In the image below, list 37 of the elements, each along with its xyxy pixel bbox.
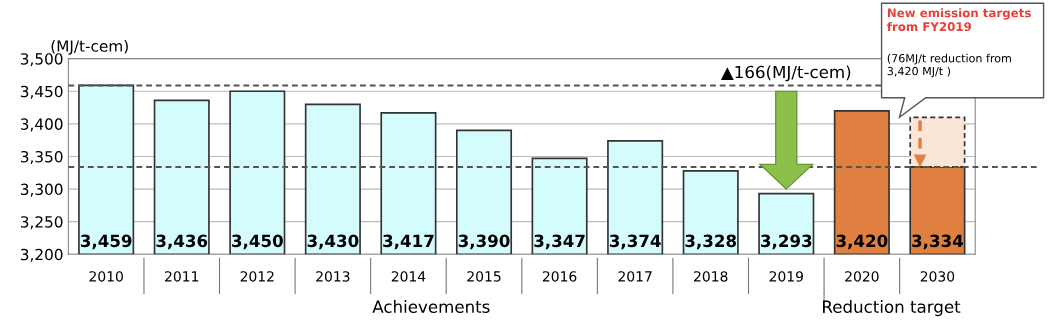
y-tick-label: 3,350	[20, 150, 63, 165]
y-tick-label: 3,450	[20, 85, 63, 99]
y-tick-label: 3,200	[20, 248, 63, 262]
data-label: 3,334	[912, 234, 964, 250]
y-tick-label: 3,400	[20, 118, 63, 132]
text: Achievements	[372, 300, 490, 313]
x-tick-label: 2017	[618, 271, 652, 282]
x-tick-label: 2015	[467, 271, 501, 282]
x-tick-label: 2020	[845, 271, 879, 282]
x-tick-label: 2011	[165, 271, 199, 282]
y-tick-label: 3,250	[20, 216, 63, 230]
data-label: 3,459	[80, 234, 132, 250]
y-axis-title: (MJ/t-cem)	[51, 40, 128, 55]
data-label: 3,436	[156, 234, 208, 250]
x-tick-label: 2014	[391, 271, 426, 282]
y-tick-label: 3,300	[20, 183, 63, 197]
data-label: 3,347	[534, 234, 585, 250]
annotation: (76MJ/t reduction from 3,420 MJ/t )	[887, 53, 1011, 78]
data-label: 3,417	[383, 234, 434, 250]
data-label: 3,450	[232, 234, 283, 250]
data-label: 3,430	[307, 234, 359, 250]
x-tick-label: 2019	[769, 271, 803, 282]
x-tick-label: 2018	[694, 271, 728, 282]
x-tick-label: 2012	[240, 271, 274, 282]
data-label: 3,293	[761, 234, 812, 250]
data-label: 3,420	[836, 234, 888, 250]
x-tick-label: 2013	[316, 271, 350, 282]
x-tick-label: 2010	[89, 271, 123, 282]
data-label: 3,390	[458, 234, 510, 250]
x-tick-label: 2016	[542, 271, 577, 282]
x-tick-label: 2030	[920, 271, 955, 282]
annotation: ▲166(MJ/t-cem)	[720, 65, 851, 82]
text: New emission targets from FY2019	[887, 8, 1031, 32]
data-label: 3,374	[609, 234, 661, 250]
y-tick-label: 3,500	[20, 53, 63, 67]
text: Reduction target	[823, 300, 961, 317]
data-label: 3,328	[685, 234, 737, 250]
